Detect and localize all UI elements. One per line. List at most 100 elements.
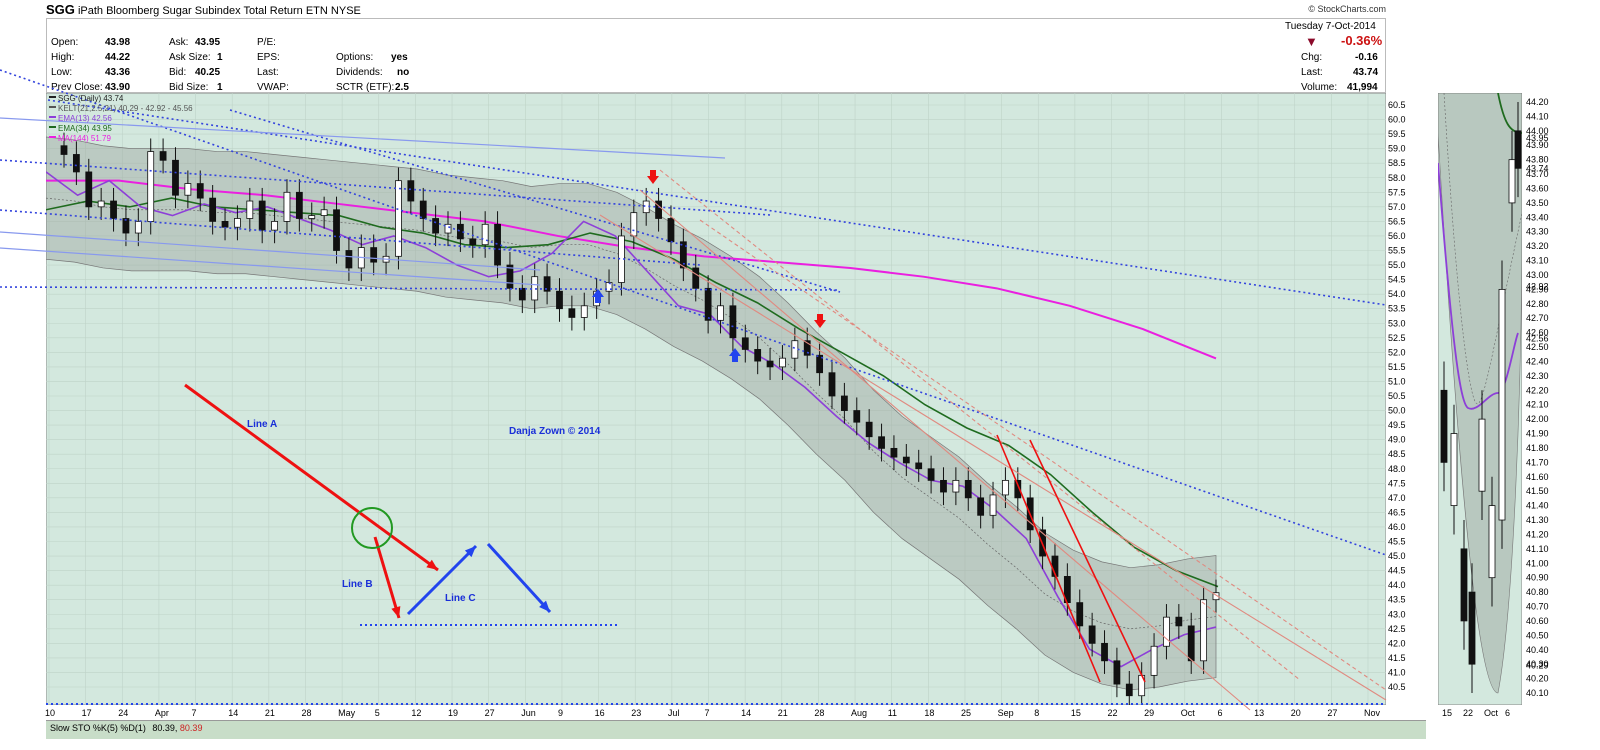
price-tick-label: 50.0: [1388, 406, 1406, 416]
price-tick-label: 57.0: [1388, 202, 1406, 212]
price-tick-label: 60.5: [1388, 100, 1406, 110]
candle-body: [556, 290, 563, 310]
change-percent: -0.36%: [1341, 33, 1383, 48]
date-tick-label: 14: [228, 708, 238, 718]
date-tick-label: 23: [631, 708, 641, 718]
price-tick-label: 55.5: [1388, 246, 1406, 256]
price-tick-label: 42.5: [1388, 624, 1406, 634]
zoom-price-tick-label: 41.10: [1526, 544, 1549, 554]
candle-body: [320, 209, 328, 216]
zoom-candle-body: [1508, 159, 1516, 204]
candle-body: [1163, 616, 1170, 647]
date-tick-label: 11: [888, 708, 897, 718]
prev-close-value: 43.90: [105, 82, 131, 93]
price-tick-label: 57.0: [1388, 202, 1406, 212]
date-tick-label: 28: [814, 708, 824, 718]
date-tick-label: 7: [705, 708, 710, 718]
date-tick-label: 20: [1291, 708, 1301, 718]
chg-label: Chg:: [1301, 52, 1323, 63]
candle-body: [766, 360, 774, 368]
date-tick-label: 18: [924, 708, 934, 718]
candle-body: [234, 218, 241, 228]
candle-body: [209, 197, 217, 222]
zoom-price-tick-label: 40.29: [1526, 661, 1549, 671]
date-tick-label: 8: [1034, 708, 1039, 718]
last2-value: 43.74: [1353, 67, 1379, 78]
candle-body: [779, 357, 786, 368]
high-label: High:: [51, 52, 75, 63]
price-tick-label: 59.0: [1388, 144, 1406, 154]
zoom-candle-body: [1478, 418, 1486, 492]
candle-body: [469, 238, 477, 246]
candle-body: [85, 171, 93, 208]
price-tick-label: 48.0: [1388, 464, 1406, 474]
price-tick-label: 54.0: [1388, 289, 1406, 299]
price-tick-label: 41.5: [1388, 653, 1406, 663]
price-tick-label: 60.0: [1388, 115, 1406, 125]
price-tick-label: 53.5: [1388, 304, 1406, 314]
date-tick-label: 12: [411, 708, 421, 718]
dividends-label: Dividends:: [336, 67, 383, 78]
chart-title: SGG iPath Bloomberg Sugar Subindex Total…: [46, 2, 361, 17]
zoom-price-tick-label: 41.00: [1526, 558, 1549, 568]
date-tick-label: 29: [1144, 708, 1154, 718]
bid-size-label: Bid Size:: [169, 82, 209, 93]
low-value: 43.36: [105, 67, 131, 78]
zoom-ema13-line: [1438, 162, 1519, 410]
price-tick-label: 43.0: [1388, 609, 1406, 619]
candle-body: [1063, 576, 1071, 604]
price-tick-label: 58.5: [1388, 158, 1406, 168]
ask-label: Ask:: [169, 37, 189, 48]
zoom-price-tick-label: 43.50: [1526, 198, 1549, 208]
options-label: Options:: [336, 52, 374, 63]
zoom-price-tick-label: 40.90: [1526, 573, 1549, 583]
zoom-price-tick-label: 44.10: [1526, 111, 1549, 121]
price-tick-label: 42.0: [1388, 638, 1406, 648]
zoom-candle-body: [1468, 591, 1476, 665]
zoom-price-tick-label: 43.00: [1526, 270, 1549, 280]
date-tick-label: 21: [778, 708, 788, 718]
zoom-price-tick-label: 40.20: [1526, 674, 1549, 684]
zoom-price-tick-label: 43.40: [1526, 212, 1549, 222]
price-tick-label: 49.5: [1388, 420, 1406, 430]
candle-body: [853, 410, 861, 423]
price-tick-label: 43.5: [1388, 595, 1406, 605]
date-tick-label: Nov: [1364, 708, 1381, 718]
zoom-price-tick-label: 40.70: [1526, 602, 1549, 612]
date-tick-label: 25: [961, 708, 971, 718]
candle-body: [828, 372, 836, 397]
zoom-price-tick-label: 41.80: [1526, 443, 1549, 453]
price-tick-label: 51.5: [1388, 362, 1406, 372]
candle-body: [407, 180, 415, 202]
candle-body: [605, 282, 613, 292]
price-tick-label: 44.5: [1388, 566, 1406, 576]
date-tick-label: Sep: [998, 708, 1014, 718]
candle-body: [1212, 592, 1220, 601]
zoom-candle-body: [1514, 130, 1522, 169]
price-tick-label: 46.0: [1388, 522, 1406, 532]
price-tick-label: 53.0: [1388, 318, 1406, 328]
candle-body: [940, 479, 947, 493]
price-tick-label: 45.5: [1388, 537, 1406, 547]
date-tick-label: 5: [375, 708, 380, 718]
candle-body: [481, 223, 489, 246]
candle-body: [147, 151, 155, 222]
date-tick-label: 19: [448, 708, 458, 718]
date-tick-label: 27: [485, 708, 495, 718]
candle-body: [1051, 555, 1059, 577]
zoom-price-tick-label: 40.60: [1526, 616, 1549, 626]
candle-body: [494, 223, 501, 266]
bid-size-value: 1: [217, 82, 223, 93]
price-tick-label: 49.5: [1388, 420, 1406, 430]
price-tick-label: 43.5: [1388, 595, 1406, 605]
zoom-date-tick-label: 15: [1442, 708, 1452, 718]
volume-label: Volume:: [1301, 82, 1338, 93]
ask-size-value: 1: [217, 52, 223, 63]
vwap-label: VWAP:: [257, 82, 289, 93]
date-tick-label: 28: [301, 708, 311, 718]
candle-body: [382, 255, 390, 263]
price-tick-label: 52.0: [1388, 347, 1406, 357]
price-tick-label: 52.5: [1388, 333, 1406, 343]
date-tick-label: 13: [1254, 708, 1264, 718]
price-tick-label: 58.0: [1388, 173, 1406, 183]
